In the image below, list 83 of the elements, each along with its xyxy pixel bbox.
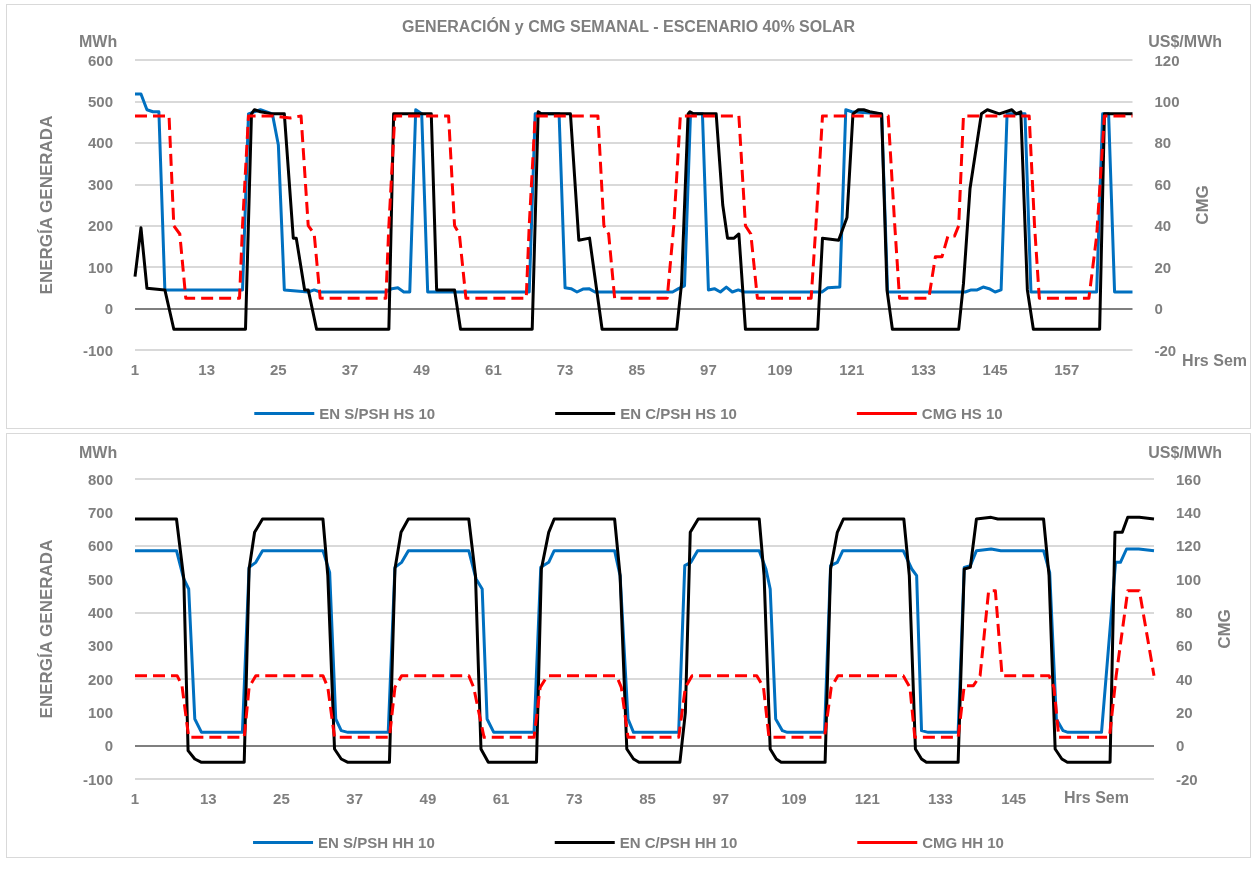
- y-tick-label: -100: [82, 770, 113, 788]
- y-tick-label: 800: [87, 470, 113, 488]
- y2-tick-label: 60: [1176, 637, 1193, 655]
- x-tick-label: 85: [639, 790, 656, 807]
- x-tick-label: 133: [910, 361, 936, 378]
- line-series: [133, 515, 1156, 764]
- y-tick-label: 300: [87, 637, 113, 655]
- y-tick-label: 200: [87, 670, 113, 688]
- legend-label: EN S/PSH HH 10: [318, 834, 435, 851]
- y2-tick-label: 20: [1176, 703, 1193, 721]
- y-axis-title: ENERGÍA GENERADA: [37, 115, 56, 295]
- line-series: [133, 589, 1156, 739]
- y-tick-label: -100: [82, 341, 113, 359]
- y-tick-label: 600: [87, 51, 113, 69]
- chart-title: GENERACIÓN y CMG SEMANAL - ESCENARIO 40% SOLAR: [401, 16, 856, 35]
- y2-tick-label: -20: [1176, 770, 1198, 788]
- y-tick-label: 600: [87, 537, 113, 555]
- y2-tick-label: 40: [1154, 217, 1172, 235]
- x-tick-label: 85: [628, 361, 646, 378]
- x-tick-label: 121: [839, 361, 865, 378]
- y-axis-title: ENERGÍA GENERADA: [37, 539, 56, 719]
- x-tick-label: 1: [130, 361, 140, 378]
- y-tick-label: 700: [87, 503, 113, 521]
- y2-tick-label: 0: [1154, 300, 1163, 318]
- y2-tick-label: 60: [1154, 175, 1172, 193]
- x-tick-label: 133: [927, 790, 953, 807]
- y2-tick-label: 80: [1154, 134, 1172, 152]
- text: US$/MWh: [1148, 32, 1223, 50]
- y-tick-label: 400: [87, 603, 113, 621]
- x-tick-label: 37: [341, 361, 359, 378]
- x-tick-label: 13: [198, 361, 216, 378]
- y-tick-label: 100: [87, 258, 113, 276]
- x-tick-label: 1: [130, 790, 140, 807]
- y2-tick-label: 0: [1176, 737, 1185, 755]
- x-tick-label: 97: [712, 790, 730, 807]
- x-tick-label: 157: [1054, 361, 1080, 378]
- x-tick-label: 25: [273, 790, 290, 807]
- y-tick-label: 0: [104, 737, 113, 755]
- text: US$/MWh: [1148, 443, 1223, 461]
- y2-tick-label: 40: [1176, 670, 1193, 688]
- x-tick-label: 109: [781, 790, 807, 807]
- x-axis-title: Hrs Sem: [1064, 789, 1129, 807]
- y2-tick-label: 120: [1154, 51, 1180, 69]
- y-tick-label: 300: [87, 175, 113, 193]
- x-tick-label: 49: [419, 790, 437, 807]
- y2-tick-label: 100: [1176, 570, 1202, 588]
- y2-tick-label: 80: [1176, 603, 1193, 621]
- y2-tick-label: 160: [1176, 470, 1202, 488]
- y2-axis-title: CMG: [1215, 609, 1234, 649]
- legend-label: CMG HH 10: [922, 834, 1004, 851]
- line-series: [133, 108, 1134, 331]
- x-tick-label: 73: [565, 790, 583, 807]
- y2-tick-label: 100: [1154, 92, 1180, 110]
- y2-tick-label: 140: [1176, 503, 1202, 521]
- y-tick-label: 500: [87, 92, 113, 110]
- x-tick-label: 73: [556, 361, 574, 378]
- x-tick-label: 97: [700, 361, 717, 378]
- x-tick-label: 61: [485, 361, 502, 378]
- y-tick-label: 0: [104, 300, 113, 318]
- text: MWh: [79, 32, 118, 50]
- x-tick-label: 145: [1001, 790, 1027, 807]
- x-tick-label: 61: [492, 790, 510, 807]
- legend-label: CMG HS 10: [921, 405, 1003, 422]
- y2-axis-title: CMG: [1193, 185, 1213, 225]
- y2-tick-label: -20: [1154, 341, 1177, 359]
- y-tick-label: 400: [87, 134, 113, 152]
- legend-label: EN C/PSH HS 10: [620, 405, 737, 422]
- y2-tick-label: 120: [1176, 537, 1202, 555]
- y2-tick-label: 20: [1154, 258, 1172, 276]
- x-tick-label: 49: [413, 361, 431, 378]
- legend-label: EN C/PSH HH 10: [619, 834, 738, 851]
- x-tick-label: 109: [767, 361, 793, 378]
- x-tick-label: 13: [199, 790, 217, 807]
- text: MWh: [79, 443, 118, 461]
- x-tick-label: 145: [982, 361, 1008, 378]
- y-tick-label: 100: [87, 703, 113, 721]
- y-tick-label: 500: [87, 570, 113, 588]
- x-tick-label: 121: [854, 790, 880, 807]
- legend-label: EN S/PSH HS 10: [319, 405, 436, 422]
- y-tick-label: 200: [87, 217, 113, 235]
- x-tick-label: 25: [270, 361, 287, 378]
- x-axis-title: Hrs Sem: [1182, 352, 1247, 370]
- x-tick-label: 37: [346, 790, 364, 807]
